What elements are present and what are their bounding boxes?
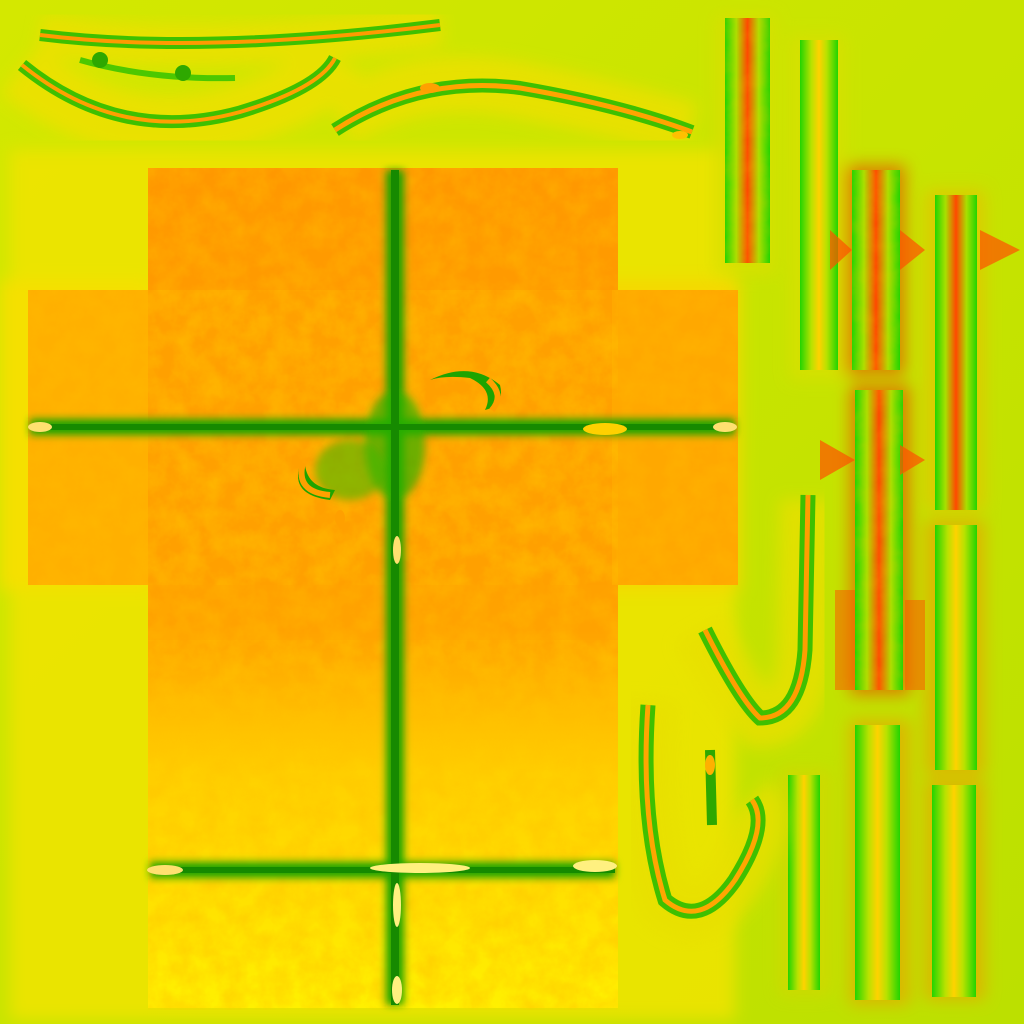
hook-curve-icon bbox=[619, 494, 836, 939]
cross-seam-icon bbox=[28, 170, 737, 1005]
strip-icon bbox=[715, 15, 1020, 1005]
branch-vine-icon bbox=[1, 5, 698, 157]
